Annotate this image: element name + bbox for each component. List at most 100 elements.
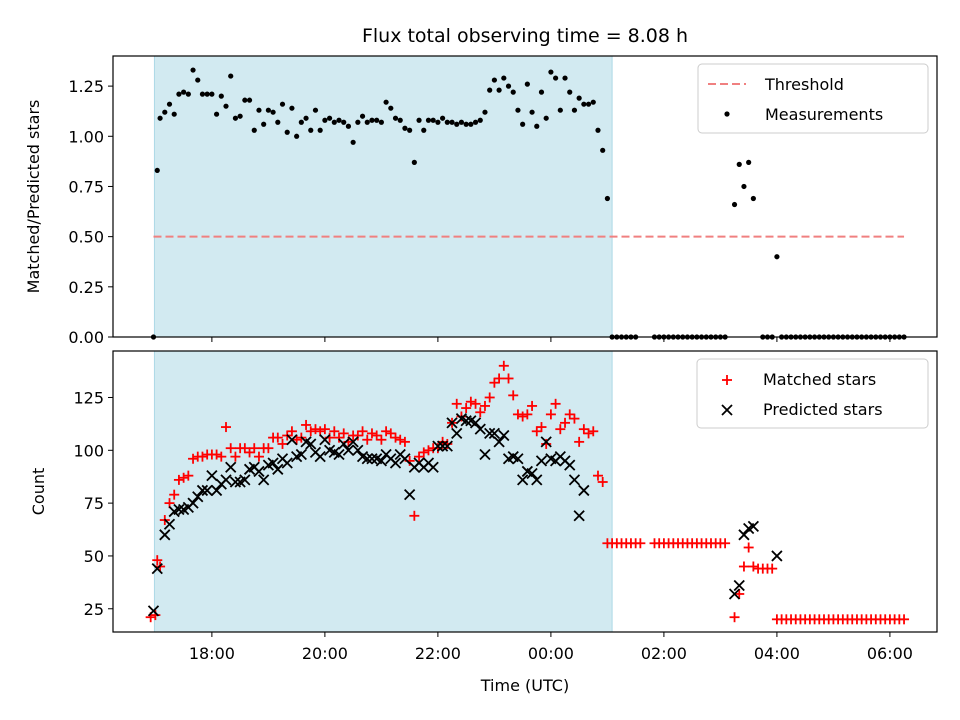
matched-star-point bbox=[418, 447, 429, 458]
measurement-point bbox=[411, 159, 417, 165]
predicted-star-point bbox=[272, 463, 284, 475]
legend-predicted-swatch bbox=[721, 404, 733, 416]
predicted-star-point bbox=[531, 474, 543, 486]
measurement-point bbox=[604, 195, 611, 202]
top-panel: 0.00 0.25 0.50 0.75 1.00 1.25 Flux total obse… bbox=[24, 25, 938, 347]
measurement-point bbox=[524, 81, 530, 87]
predicted-star-point bbox=[389, 457, 402, 469]
legend-predicted-label: Predicted stars bbox=[763, 400, 883, 419]
predicted-star-point bbox=[771, 550, 783, 562]
measurement-point bbox=[256, 107, 262, 113]
matched-star-point bbox=[263, 443, 274, 454]
matched-star-point bbox=[527, 400, 538, 411]
predicted-star-point bbox=[512, 453, 524, 465]
measurement-point bbox=[279, 101, 286, 107]
top-x-ticks bbox=[211, 337, 891, 342]
matched-star-point bbox=[461, 403, 472, 414]
legend-predicted-marker bbox=[721, 404, 733, 416]
measurement-point bbox=[435, 119, 441, 125]
matched-star-point bbox=[272, 432, 283, 443]
predicted-star-point bbox=[460, 415, 472, 427]
predicted-star-point bbox=[399, 453, 411, 465]
measurement-point bbox=[336, 117, 342, 123]
measurement-point bbox=[322, 117, 328, 123]
matched-star-point bbox=[305, 426, 316, 437]
measurement-point bbox=[317, 127, 323, 133]
y-tick-label: 0.00 bbox=[68, 328, 104, 347]
y-tick-label: 100 bbox=[73, 441, 104, 460]
predicted-star-point bbox=[526, 467, 538, 480]
legend-matched-marker bbox=[722, 375, 732, 385]
matched-star-point bbox=[748, 561, 759, 572]
matched-star-point bbox=[152, 555, 163, 566]
y-tick-label: 75 bbox=[84, 494, 104, 513]
measurement-point bbox=[468, 121, 474, 127]
predicted-star-point bbox=[151, 562, 163, 575]
x-tick-label: 00:00 bbox=[528, 644, 574, 663]
predicted-star-point bbox=[147, 605, 160, 617]
measurement-point bbox=[463, 121, 469, 127]
measurement-point bbox=[294, 133, 300, 139]
measurement-point bbox=[576, 95, 582, 101]
predicted-star-point bbox=[451, 427, 463, 440]
predicted-star-point bbox=[427, 461, 439, 473]
measurement-point bbox=[265, 107, 271, 113]
measurement-point bbox=[392, 115, 399, 121]
measurement-point bbox=[326, 115, 333, 121]
measurement-point bbox=[416, 117, 422, 123]
bottom-y-axis-label: Count bbox=[29, 468, 48, 516]
y-tick-label: 0.75 bbox=[68, 177, 104, 196]
predicted-star-point bbox=[314, 451, 326, 463]
predicted-star-point bbox=[432, 440, 444, 452]
measurement-point bbox=[345, 123, 352, 129]
matched-star-point bbox=[555, 424, 566, 435]
measurement-point bbox=[195, 77, 201, 83]
predicted-star-point bbox=[305, 438, 317, 450]
measurement-point bbox=[491, 77, 497, 83]
measurement-point bbox=[383, 99, 389, 105]
predicted-star-point bbox=[436, 440, 449, 452]
matched-star-point bbox=[277, 438, 288, 449]
measurement-point bbox=[487, 87, 493, 93]
predicted-star-point bbox=[469, 417, 482, 429]
measurement-point bbox=[501, 75, 507, 81]
matched-star-point bbox=[475, 407, 486, 418]
measurement-point bbox=[270, 109, 276, 115]
matched-star-point bbox=[381, 426, 392, 437]
measurement-point bbox=[496, 87, 502, 93]
measurement-point bbox=[213, 111, 220, 117]
predicted-star-point bbox=[229, 476, 242, 488]
bottom-panel: 25 50 75 100 125 18:00 20:00 22:00 00:00 02:00 04… bbox=[29, 350, 938, 695]
predicted-star-point bbox=[192, 491, 204, 503]
observing-window-shade-bottom bbox=[153, 350, 613, 633]
predicted-star-point bbox=[196, 484, 209, 497]
measurement-point bbox=[199, 91, 206, 97]
predicted-star-point bbox=[498, 429, 510, 442]
measurement-point bbox=[543, 115, 549, 121]
predicted-star-point bbox=[535, 455, 548, 467]
measurement-point bbox=[261, 121, 267, 127]
measurement-point bbox=[538, 89, 545, 95]
measurement-point bbox=[548, 69, 554, 75]
predicted-star-point bbox=[281, 457, 293, 469]
matched-star-point bbox=[291, 434, 302, 445]
predicted-star-point bbox=[187, 497, 199, 509]
predicted-star-point bbox=[517, 474, 529, 486]
matched-star-point bbox=[484, 392, 495, 403]
measurement-point bbox=[204, 91, 210, 97]
measurement-point bbox=[388, 105, 394, 111]
predicted-star-point bbox=[733, 579, 745, 592]
matched-star-point bbox=[574, 436, 585, 447]
measurement-point bbox=[275, 119, 281, 125]
matched-star-point bbox=[376, 434, 387, 445]
measurement-point bbox=[331, 119, 337, 125]
legend-measurements-swatch bbox=[724, 111, 730, 117]
predicted-star-point bbox=[361, 453, 373, 465]
measurement-point bbox=[228, 73, 234, 79]
matched-star-point bbox=[479, 400, 490, 411]
predicted-star-point bbox=[239, 474, 251, 486]
matched-star-point bbox=[329, 426, 340, 437]
predicted-star-point bbox=[225, 461, 237, 473]
measurement-point bbox=[529, 109, 535, 115]
top-legend-box bbox=[697, 63, 929, 134]
